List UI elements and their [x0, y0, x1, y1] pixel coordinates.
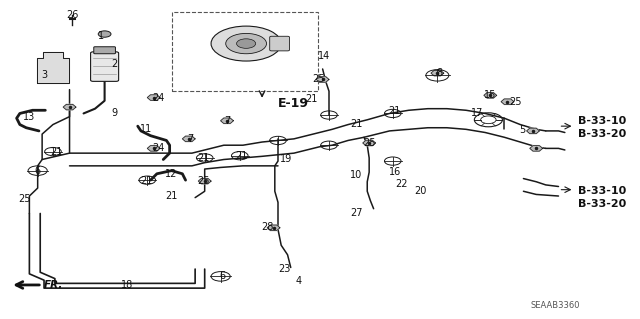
Polygon shape	[182, 136, 195, 142]
Polygon shape	[501, 99, 514, 104]
Text: 26: 26	[66, 10, 78, 20]
Text: 25: 25	[363, 138, 376, 148]
Text: E-19: E-19	[278, 97, 309, 110]
Polygon shape	[363, 140, 376, 146]
Text: FR.: FR.	[44, 280, 63, 290]
Text: 25: 25	[509, 97, 522, 107]
Circle shape	[211, 26, 281, 61]
Polygon shape	[221, 118, 234, 123]
Polygon shape	[147, 95, 160, 100]
Text: 23: 23	[278, 264, 291, 274]
Circle shape	[226, 33, 266, 54]
Circle shape	[98, 31, 111, 37]
Text: B-33-20: B-33-20	[578, 129, 626, 139]
Polygon shape	[530, 146, 543, 151]
Text: 2: 2	[111, 59, 117, 69]
Text: 17: 17	[471, 108, 484, 118]
Text: 25: 25	[312, 74, 324, 85]
Text: 12: 12	[165, 169, 178, 179]
Polygon shape	[484, 93, 497, 98]
Text: 24: 24	[152, 93, 165, 103]
Text: 4: 4	[296, 276, 302, 286]
Text: 21: 21	[140, 176, 152, 186]
Text: 21: 21	[236, 151, 248, 161]
Polygon shape	[63, 104, 76, 110]
Text: 20: 20	[414, 186, 426, 196]
Text: 5: 5	[519, 125, 525, 135]
Text: 21: 21	[305, 93, 318, 104]
Text: 10: 10	[350, 170, 362, 180]
Text: 28: 28	[261, 222, 273, 232]
Polygon shape	[198, 178, 211, 184]
Text: 24: 24	[152, 143, 165, 153]
Text: B-33-10: B-33-10	[578, 116, 626, 126]
Text: 19: 19	[280, 154, 292, 164]
Polygon shape	[37, 51, 69, 83]
Text: 25: 25	[197, 176, 210, 186]
Text: 21: 21	[51, 146, 63, 157]
Text: 15: 15	[484, 90, 497, 100]
Text: 9: 9	[111, 108, 117, 118]
Text: 7: 7	[188, 134, 194, 144]
Text: 6: 6	[35, 166, 41, 176]
Text: 16: 16	[388, 167, 401, 177]
Bar	[172, 12, 318, 91]
Text: 14: 14	[319, 51, 331, 61]
Text: 7: 7	[224, 116, 230, 126]
Text: 1: 1	[99, 31, 104, 41]
Polygon shape	[147, 146, 160, 151]
Text: SEAAB3360: SEAAB3360	[531, 301, 580, 310]
Text: 21: 21	[197, 153, 210, 163]
Polygon shape	[431, 70, 444, 76]
Polygon shape	[267, 225, 280, 231]
Text: 22: 22	[395, 179, 407, 189]
Text: B-33-20: B-33-20	[578, 199, 626, 209]
Text: B-33-10: B-33-10	[578, 186, 626, 196]
Text: 21: 21	[388, 106, 401, 116]
FancyBboxPatch shape	[269, 36, 289, 51]
FancyBboxPatch shape	[94, 47, 115, 54]
Text: 21: 21	[350, 119, 363, 129]
Text: 3: 3	[41, 70, 47, 80]
FancyBboxPatch shape	[91, 52, 118, 81]
Text: 21: 21	[165, 191, 178, 201]
Text: 27: 27	[350, 208, 363, 218]
Text: 11: 11	[140, 124, 152, 134]
Text: 18: 18	[121, 280, 133, 290]
Text: 8: 8	[436, 68, 442, 78]
Text: 25: 25	[19, 194, 31, 204]
Polygon shape	[316, 77, 329, 82]
Polygon shape	[527, 128, 540, 134]
Text: 6: 6	[220, 271, 226, 281]
Text: 13: 13	[23, 112, 35, 122]
Circle shape	[237, 39, 256, 48]
